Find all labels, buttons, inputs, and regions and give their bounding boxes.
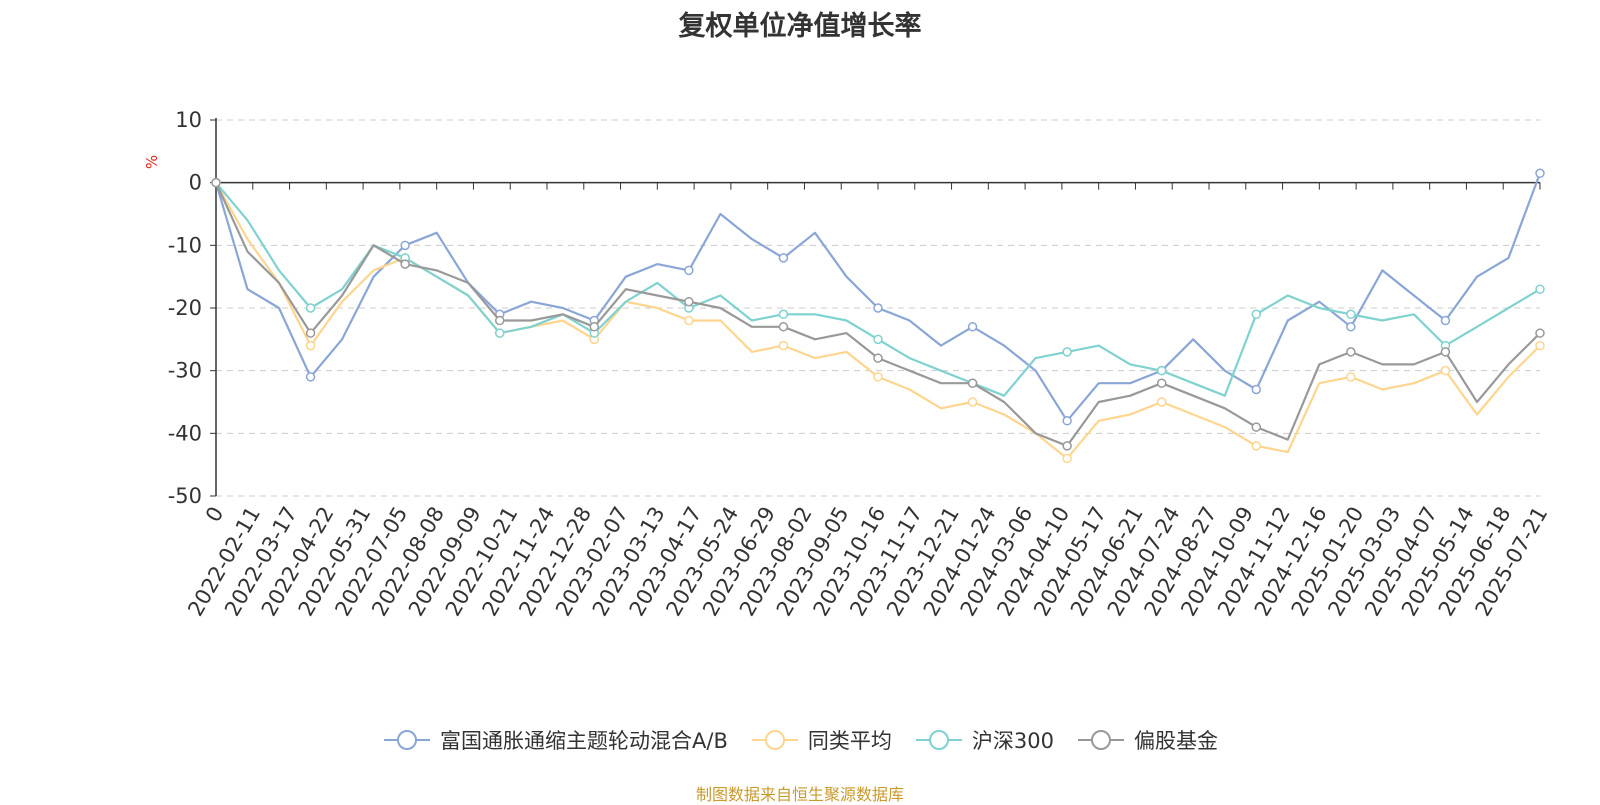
data-point — [967, 397, 978, 407]
legend-label: 富国通胀通缩主题轮动混合A/B — [440, 729, 728, 753]
data-point — [1251, 309, 1262, 320]
data-point — [778, 309, 789, 320]
legend-marker-icon — [1077, 730, 1124, 750]
legend-label: 同类平均 — [807, 729, 892, 753]
data-point — [1346, 322, 1356, 332]
chart-title: 复权单位净值增长率 — [678, 11, 922, 42]
data-point — [305, 372, 316, 382]
legend-label: 沪深300 — [971, 729, 1054, 753]
data-point — [684, 265, 694, 276]
series-line — [214, 172, 1542, 422]
series-group — [211, 168, 1545, 464]
data-point — [873, 372, 883, 382]
data-point — [494, 315, 505, 326]
data-point — [1062, 453, 1072, 464]
data-point — [1535, 168, 1545, 179]
series-3 — [211, 177, 1545, 451]
data-point — [1156, 397, 1167, 407]
legend-label: 偏股基金 — [1133, 729, 1218, 753]
series-2 — [211, 177, 1545, 397]
data-point — [778, 340, 789, 351]
legend-marker-circle — [764, 730, 785, 750]
data-point — [1440, 347, 1451, 357]
data-point — [305, 340, 316, 351]
data-point — [778, 322, 789, 332]
data-source-note: 制图数据来自恒生聚源数据库 — [695, 785, 904, 804]
y-tick-label: 0 — [189, 171, 202, 195]
data-point — [1156, 365, 1167, 376]
data-point — [967, 378, 978, 388]
legend-item-1[interactable]: 同类平均 — [750, 725, 892, 755]
legend-marker-icon — [751, 730, 798, 750]
data-point — [1535, 284, 1545, 294]
x-tick-label: 0 — [201, 503, 228, 527]
legend-marker-icon — [384, 730, 431, 750]
data-point — [684, 315, 694, 326]
legend: 富国通胀通缩主题轮动混合A/B 同类平均 沪深300 偏股基金 — [0, 722, 1600, 758]
data-point — [1062, 347, 1072, 357]
data-point — [1535, 340, 1545, 351]
y-tick-label: -10 — [168, 233, 202, 257]
legend-item-2[interactable]: 沪深300 — [914, 725, 1054, 755]
data-point — [873, 334, 883, 345]
y-tick-label: -30 — [168, 359, 202, 383]
y-tick-label: -20 — [168, 296, 202, 320]
data-point — [1251, 441, 1262, 451]
data-point — [1346, 309, 1356, 320]
y-tick-label: -50 — [168, 484, 202, 508]
data-point — [1440, 365, 1451, 376]
legend-item-3[interactable]: 偏股基金 — [1076, 725, 1218, 755]
data-point — [589, 322, 600, 332]
series-line — [214, 182, 1541, 447]
y-tick-label: 10 — [175, 108, 202, 132]
data-point — [1346, 372, 1356, 382]
data-point — [211, 177, 221, 188]
data-point — [1062, 441, 1072, 451]
series-0 — [211, 168, 1545, 426]
data-point — [684, 296, 694, 307]
data-point — [967, 322, 978, 332]
axes: 100-10-20-30-40-5002022-02-112022-03-172… — [168, 108, 1553, 620]
data-point — [305, 303, 316, 313]
legend-marker-circle — [397, 730, 418, 750]
legend-item-0[interactable]: 富国通胀通缩主题轮动混合A/B — [382, 725, 728, 755]
data-point — [400, 259, 410, 269]
data-point — [494, 328, 505, 338]
y-axis-unit: % — [143, 155, 161, 169]
data-point — [1251, 422, 1262, 432]
data-point — [873, 353, 883, 363]
data-point — [1062, 416, 1072, 426]
data-point — [1535, 328, 1545, 338]
data-point — [1156, 378, 1167, 388]
data-point — [1440, 315, 1451, 326]
legend-marker-circle — [928, 730, 949, 750]
data-point — [1251, 384, 1262, 395]
legend-marker-circle — [1090, 730, 1111, 750]
y-tick-label: -40 — [168, 421, 202, 445]
line-chart: 100-10-20-30-40-5002022-02-112022-03-172… — [143, 108, 1553, 620]
data-point — [778, 253, 789, 263]
data-point — [873, 303, 883, 313]
data-point — [400, 240, 410, 251]
series-line — [215, 181, 1541, 397]
data-point — [305, 328, 316, 338]
data-point — [1346, 347, 1356, 357]
legend-marker-icon — [915, 730, 962, 750]
